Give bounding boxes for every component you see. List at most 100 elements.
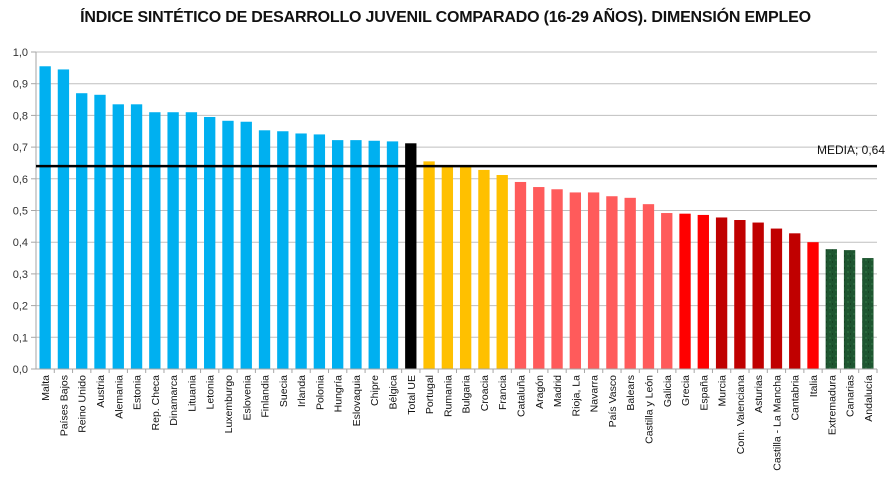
x-tick-label: Polonia: [314, 375, 326, 410]
bar: [76, 93, 88, 370]
bar: [478, 169, 490, 369]
x-tick-label: Com. Valenciana: [735, 375, 747, 454]
bar: [204, 116, 216, 369]
bar: [331, 140, 344, 369]
y-tick-label: 0,8: [13, 110, 28, 122]
x-tick-label: Extremadura: [826, 375, 838, 435]
bar: [368, 140, 380, 369]
reference-line-label: MEDIA; 0,64: [817, 143, 885, 157]
x-tick-label: Irlanda: [296, 375, 308, 407]
x-tick-label: Cataluña: [515, 375, 527, 417]
x-tick-label: España: [698, 375, 710, 411]
x-tick-label: Rep. Checa: [150, 375, 162, 431]
y-axis: 0,0 0,1 0,2 0,3 0,4 0,5 0,6 0,7 0,8 0,9 1,0: [13, 47, 37, 376]
bar: [533, 187, 545, 369]
bar: [697, 214, 709, 369]
x-tick-label: Países Bajos: [58, 375, 70, 436]
x-tick-label: Suecia: [278, 375, 290, 407]
x-tick-label: Lituania: [186, 375, 198, 412]
bar: [496, 174, 508, 369]
bar: [277, 131, 289, 369]
bar: [752, 222, 764, 369]
bar: [222, 120, 234, 369]
x-tick-label: Italia: [808, 375, 820, 397]
x-tick-label: Estonia: [132, 375, 144, 410]
bar: [862, 258, 874, 369]
x-tick-label: Portugal: [424, 375, 436, 414]
bar: [551, 189, 563, 369]
bar: [789, 233, 801, 369]
x-tick-label: Castilla - La Mancha: [771, 375, 783, 471]
x-tick-label: Total UE: [406, 375, 418, 415]
x-tick-label: Bélgica: [388, 375, 400, 410]
bar: [350, 140, 362, 369]
bar: [825, 249, 837, 369]
x-tick-label: Bulgaria: [461, 375, 473, 414]
x-tick-label: Navarra: [589, 375, 601, 413]
bar: [807, 242, 819, 369]
x-tick-label: Murcia: [717, 375, 729, 407]
bar: [149, 112, 161, 369]
y-tick-label: 0,7: [13, 142, 28, 154]
gridlines: [36, 51, 877, 338]
bar: [258, 130, 271, 369]
x-tick-label: Eslovaquia: [351, 375, 363, 427]
x-tick-label: Alemania: [113, 375, 125, 419]
bar: [313, 134, 326, 369]
bars: [39, 66, 874, 370]
x-tick-label: Croacia: [479, 375, 491, 411]
bar: [843, 250, 856, 369]
x-tick-label: Andalucía: [863, 375, 875, 422]
x-tick-label: Aragón: [534, 375, 546, 409]
bar: [295, 133, 307, 369]
bar: [514, 181, 527, 369]
x-tick-label: Malta: [40, 375, 52, 401]
y-tick-label: 0,5: [13, 206, 28, 218]
bar: [734, 220, 746, 369]
x-tick-label: Cantabria: [790, 375, 802, 421]
x-tick-label: Rumania: [442, 375, 454, 417]
bar: [569, 192, 582, 369]
x-tick-label: Castilla y León: [643, 375, 655, 444]
y-tick-label: 0,0: [13, 364, 28, 376]
y-tick-label: 0,3: [13, 269, 28, 281]
bar: [459, 166, 472, 369]
bar: [661, 213, 673, 369]
x-tick-label: Hungría: [333, 375, 345, 413]
x-tick-label: Galicia: [662, 375, 674, 407]
reference-line-group: MEDIA; 0,64: [36, 143, 885, 168]
y-tick-label: 1,0: [13, 47, 28, 59]
bar: [405, 143, 417, 369]
x-tick-label: Letonia: [205, 375, 217, 410]
bar: [770, 228, 783, 369]
x-tick-label: Chipre: [369, 375, 381, 406]
bar: [185, 112, 198, 369]
bar: [606, 196, 618, 369]
y-tick-label: 0,1: [13, 332, 28, 344]
x-tick-label: Reino Unido: [77, 375, 89, 433]
x-axis: Malta Países Bajos Reino Unido Austria Alema…: [36, 368, 878, 471]
x-tick-label: Francia: [497, 375, 509, 410]
bar: [39, 66, 51, 369]
bar: [94, 94, 106, 370]
bar: [57, 69, 70, 369]
bar: [240, 121, 252, 370]
x-tick-label: Finlandia: [260, 375, 272, 418]
bar: [130, 104, 143, 370]
bar: [441, 166, 454, 369]
y-tick-label: 0,6: [13, 174, 28, 186]
x-tick-label: Luxemburgo: [223, 375, 235, 434]
bar: [715, 217, 728, 369]
y-tick-label: 0,9: [13, 79, 28, 91]
bar: [587, 192, 600, 369]
bar: [679, 213, 691, 369]
x-tick-label: Rioja, La: [570, 375, 582, 417]
bar: [167, 112, 179, 369]
x-tick-label: Asturias: [753, 375, 765, 413]
y-tick-label: 0,2: [13, 301, 28, 313]
x-tick-label: Madrid: [552, 375, 564, 407]
bar: [642, 204, 655, 369]
y-tick-label: 0,4: [13, 237, 28, 249]
x-tick-label: Canarias: [845, 375, 857, 417]
